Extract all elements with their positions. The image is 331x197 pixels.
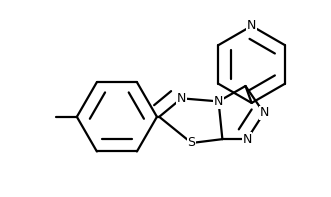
Text: N: N <box>177 92 186 105</box>
Text: S: S <box>188 137 196 150</box>
Text: N: N <box>214 95 223 108</box>
Text: N: N <box>242 133 252 146</box>
Text: N: N <box>259 106 269 119</box>
Text: N: N <box>247 20 256 33</box>
